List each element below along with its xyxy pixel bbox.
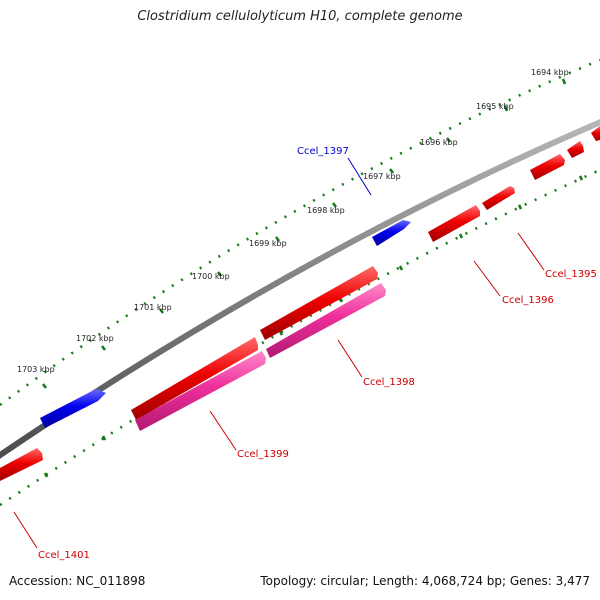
gene-ccel-1396[interactable] — [428, 205, 480, 242]
accession-text: Accession: NC_011898 — [9, 574, 146, 588]
kbp-label: 1699 kbp — [249, 239, 287, 248]
tick-mark — [458, 233, 464, 239]
kbp-label: 1703 kbp — [17, 365, 55, 374]
gene-label-ccel-1395[interactable]: Ccel_1395 — [545, 269, 597, 280]
tick-mark — [578, 175, 584, 181]
kbp-label: 1700 kbp — [192, 272, 230, 281]
kbp-label: 1698 kbp — [307, 206, 345, 215]
kbp-label: 1697 kbp — [363, 172, 401, 181]
kbp-label: 1694 kbp — [531, 68, 569, 77]
leader-line — [347, 157, 372, 196]
genome-backbone — [0, 119, 600, 459]
gene-label-ccel-1401[interactable]: Ccel_1401 — [38, 550, 90, 561]
tick-mark — [278, 330, 284, 336]
tick-mark — [388, 168, 395, 174]
tick-mark — [517, 204, 523, 210]
kbp-label: 1701 kbp — [134, 303, 172, 312]
gene-small-a[interactable] — [567, 141, 584, 158]
tick-mark — [100, 345, 107, 351]
gene-forward-1402[interactable] — [40, 389, 106, 428]
tick-mark — [43, 472, 49, 478]
kbp-label: 1702 kbp — [76, 334, 114, 343]
gene-ccel-1399-rna[interactable] — [135, 351, 266, 431]
gene-label-ccel-1396[interactable]: Ccel_1396 — [502, 295, 554, 306]
gene-ccel-1397[interactable] — [372, 220, 411, 246]
leader-line — [337, 339, 363, 378]
tick-mark — [445, 137, 452, 143]
gene-label-ccel-1399[interactable]: Ccel_1399 — [237, 449, 289, 460]
gene-label-ccel-1398[interactable]: Ccel_1398 — [363, 377, 415, 388]
gene-ccel-1398[interactable] — [260, 266, 378, 340]
tick-mark — [158, 308, 165, 314]
tick-mark — [274, 236, 281, 242]
map-title: Clostridium cellulolyticum H10, complete… — [137, 9, 463, 24]
kbp-label: 1695 kbp — [476, 102, 514, 111]
tick-mark — [41, 383, 48, 389]
leader-line — [13, 511, 38, 549]
kbp-label: 1696 kbp — [420, 138, 458, 147]
tick-mark — [398, 265, 404, 271]
tick-mark — [216, 271, 223, 277]
tick-mark — [331, 202, 338, 208]
gene-ccel-1395[interactable] — [482, 186, 515, 210]
gene-ccel-1398-rna[interactable] — [266, 283, 386, 358]
leader-line — [473, 260, 501, 297]
gene-ccel-1399[interactable] — [131, 337, 258, 420]
genome-summary-text: Topology: circular; Length: 4,068,724 bp… — [260, 574, 590, 588]
tick-mark — [503, 105, 509, 112]
gene-small-b[interactable] — [530, 154, 565, 180]
gene-label-ccel-1397[interactable]: Ccel_1397 — [297, 146, 349, 157]
leader-line — [517, 232, 545, 271]
outer-tick-track — [0, 58, 600, 407]
gene-ccel-1401[interactable] — [0, 448, 43, 481]
gene-partial-right[interactable] — [591, 126, 600, 141]
tick-mark — [101, 435, 107, 441]
tick-mark — [561, 78, 567, 85]
leader-line — [209, 410, 237, 451]
